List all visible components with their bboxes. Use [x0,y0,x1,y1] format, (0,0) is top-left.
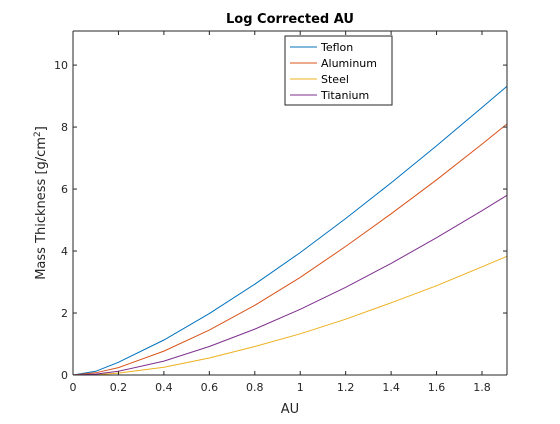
axes-layer [72,30,508,376]
legend-label-steel: Steel [321,73,349,86]
x-tick-label: 0.4 [155,381,173,394]
y-tick-label: 6 [61,183,68,196]
y-tick-label: 10 [54,59,68,72]
series-layer [72,85,508,376]
x-tick-label: 1.4 [382,381,400,394]
x-tick-label: 0.2 [110,381,128,394]
x-tick-label: 0.8 [246,381,264,394]
y-axis-label: Mass Thickness [g/cm2] [33,126,49,280]
series-line-titanium [72,194,508,376]
legend-label-titanium: Titanium [320,89,369,102]
legend-label-aluminum: Aluminum [321,57,377,70]
y-tick-label: 0 [61,369,68,382]
x-axis-label: AU [281,402,299,417]
y-tick-label: 8 [61,121,68,134]
x-tick-label: 1.8 [473,381,491,394]
y-axis-label-superscript: 2 [33,131,43,137]
series-line-steel [72,255,508,376]
y-tick-label: 4 [61,245,68,258]
legend: Teflon Aluminum Steel Titanium [284,35,393,106]
x-tick-label: 0.6 [201,381,219,394]
legend-label-teflon: Teflon [320,41,353,54]
y-tick-label: 2 [61,307,68,320]
x-tick-label: 0 [70,381,77,394]
series-line-aluminum [72,123,508,376]
ticks-layer: 0 0.2 0.4 0.6 0.8 1 1.2 1.4 1.6 1.8 0 2 4 6 8 10 [54,31,507,394]
x-tick-label: 1.6 [428,381,446,394]
x-tick-label: 1.2 [337,381,355,394]
y-axis-label-main: Mass Thickness [g/cm [34,137,49,280]
chart-title: Log Corrected AU [226,12,354,27]
x-tick-label: 1 [297,381,304,394]
series-line-teflon [72,85,508,376]
y-axis-label-close: ] [34,126,49,131]
